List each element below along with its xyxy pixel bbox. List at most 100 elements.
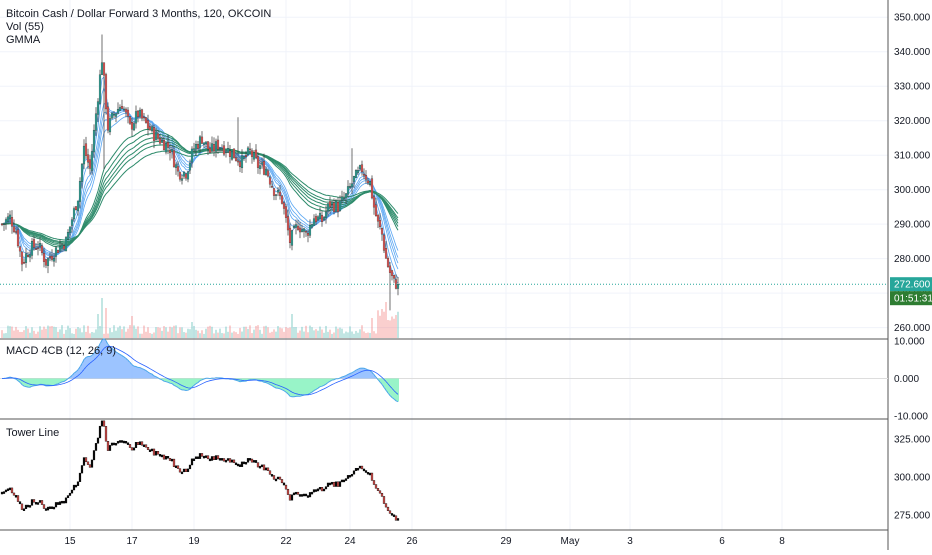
volume-bar bbox=[353, 334, 355, 338]
volume-bar bbox=[369, 333, 371, 338]
volume-bar bbox=[135, 329, 137, 338]
volume-bar bbox=[11, 327, 13, 338]
macd-histogram-bar bbox=[43, 379, 45, 386]
macd-histogram-bar bbox=[145, 371, 147, 379]
legend-volume[interactable]: Vol (55) bbox=[6, 21, 271, 34]
tower-block bbox=[59, 502, 61, 505]
candle-body bbox=[91, 151, 93, 170]
volume-bar bbox=[119, 326, 121, 338]
candle-body bbox=[111, 113, 113, 118]
macd-histogram-bar bbox=[289, 379, 291, 397]
tower-block bbox=[363, 469, 365, 471]
candle-body bbox=[375, 205, 377, 216]
time-axis-label: 17 bbox=[126, 536, 138, 547]
tower-block bbox=[125, 441, 127, 443]
tower-block bbox=[29, 505, 31, 507]
tower-block bbox=[81, 465, 83, 473]
tower-block bbox=[61, 501, 63, 503]
candle-body bbox=[139, 110, 141, 116]
candle-body bbox=[293, 226, 295, 228]
candle-body bbox=[227, 148, 229, 152]
tower-block bbox=[315, 490, 317, 492]
macd-histogram-bar bbox=[271, 379, 273, 386]
candle-body bbox=[225, 152, 227, 153]
macd-histogram-bar bbox=[185, 379, 187, 391]
volume-bar bbox=[7, 326, 9, 338]
candle-body bbox=[221, 148, 223, 150]
candle-body bbox=[239, 162, 241, 167]
tower-block bbox=[95, 443, 97, 450]
macd-histogram-bar bbox=[125, 358, 127, 378]
tower-axis-label: 300.000 bbox=[894, 472, 931, 483]
volume-bar bbox=[143, 326, 145, 338]
tower-block bbox=[205, 456, 207, 458]
tower-block bbox=[63, 501, 65, 503]
volume-bar bbox=[381, 309, 383, 338]
candle-body bbox=[49, 256, 51, 257]
candle-body bbox=[57, 250, 59, 253]
candle-body bbox=[285, 207, 287, 218]
tower-block bbox=[5, 490, 7, 492]
macd-axis-label: 0.000 bbox=[894, 374, 919, 385]
volume-bar bbox=[99, 326, 101, 338]
candle-body bbox=[245, 155, 247, 157]
volume-bar bbox=[311, 327, 313, 338]
volume-bar bbox=[31, 327, 33, 338]
tower-block bbox=[47, 507, 49, 510]
volume-bar bbox=[335, 327, 337, 338]
volume-bar bbox=[197, 331, 199, 338]
macd-histogram-bar bbox=[307, 379, 309, 395]
tower-block bbox=[1, 492, 3, 494]
volume-bar bbox=[267, 327, 269, 338]
volume-bar bbox=[203, 334, 205, 338]
volume-bar bbox=[165, 327, 167, 338]
volume-bar bbox=[227, 332, 229, 338]
tower-block bbox=[343, 480, 345, 482]
volume-bar bbox=[77, 327, 79, 338]
candle-body bbox=[379, 220, 381, 227]
macd-histogram-bar bbox=[149, 373, 151, 378]
volume-bar bbox=[17, 330, 19, 338]
volume-bar bbox=[255, 326, 257, 338]
candle-body bbox=[195, 144, 197, 149]
volume-bar bbox=[253, 330, 255, 338]
candle-body bbox=[35, 249, 37, 250]
candle-body bbox=[171, 150, 173, 152]
macd-histogram-bar bbox=[183, 379, 185, 391]
tower-pane-title[interactable]: Tower Line bbox=[6, 427, 59, 439]
tower-block bbox=[197, 457, 199, 459]
candle-body bbox=[327, 204, 329, 211]
volume-bar bbox=[123, 326, 125, 338]
candle-body bbox=[39, 243, 41, 246]
volume-bar bbox=[295, 327, 297, 338]
legend-symbol[interactable]: Bitcoin Cash / Dollar Forward 3 Months, … bbox=[6, 8, 271, 21]
tower-block bbox=[179, 469, 181, 473]
tower-block bbox=[295, 492, 297, 494]
candle-body bbox=[19, 247, 21, 251]
volume-bar bbox=[359, 329, 361, 338]
volume-bar bbox=[159, 328, 161, 338]
tower-block bbox=[373, 480, 375, 484]
candle-body bbox=[161, 140, 163, 142]
candle-body bbox=[85, 144, 87, 156]
tower-block bbox=[97, 438, 99, 443]
volume-bar bbox=[297, 333, 299, 338]
volume-bar bbox=[81, 332, 83, 338]
candle-body bbox=[143, 117, 145, 118]
macd-histogram-bar bbox=[321, 379, 323, 387]
macd-axis-label: -10.000 bbox=[894, 412, 928, 423]
tower-block bbox=[309, 492, 311, 497]
volume-bar bbox=[205, 329, 207, 338]
candle-body bbox=[193, 149, 195, 150]
candle-body bbox=[313, 219, 315, 226]
candle-body bbox=[157, 134, 159, 139]
legend-gmma[interactable]: GMMA bbox=[6, 34, 271, 47]
volume-bar bbox=[169, 327, 171, 338]
volume-bar bbox=[187, 329, 189, 338]
macd-pane-title[interactable]: MACD 4CB (12, 26, 9) bbox=[6, 345, 116, 357]
candle-body bbox=[231, 151, 233, 159]
volume-bar bbox=[155, 327, 157, 338]
volume-bar bbox=[243, 327, 245, 338]
